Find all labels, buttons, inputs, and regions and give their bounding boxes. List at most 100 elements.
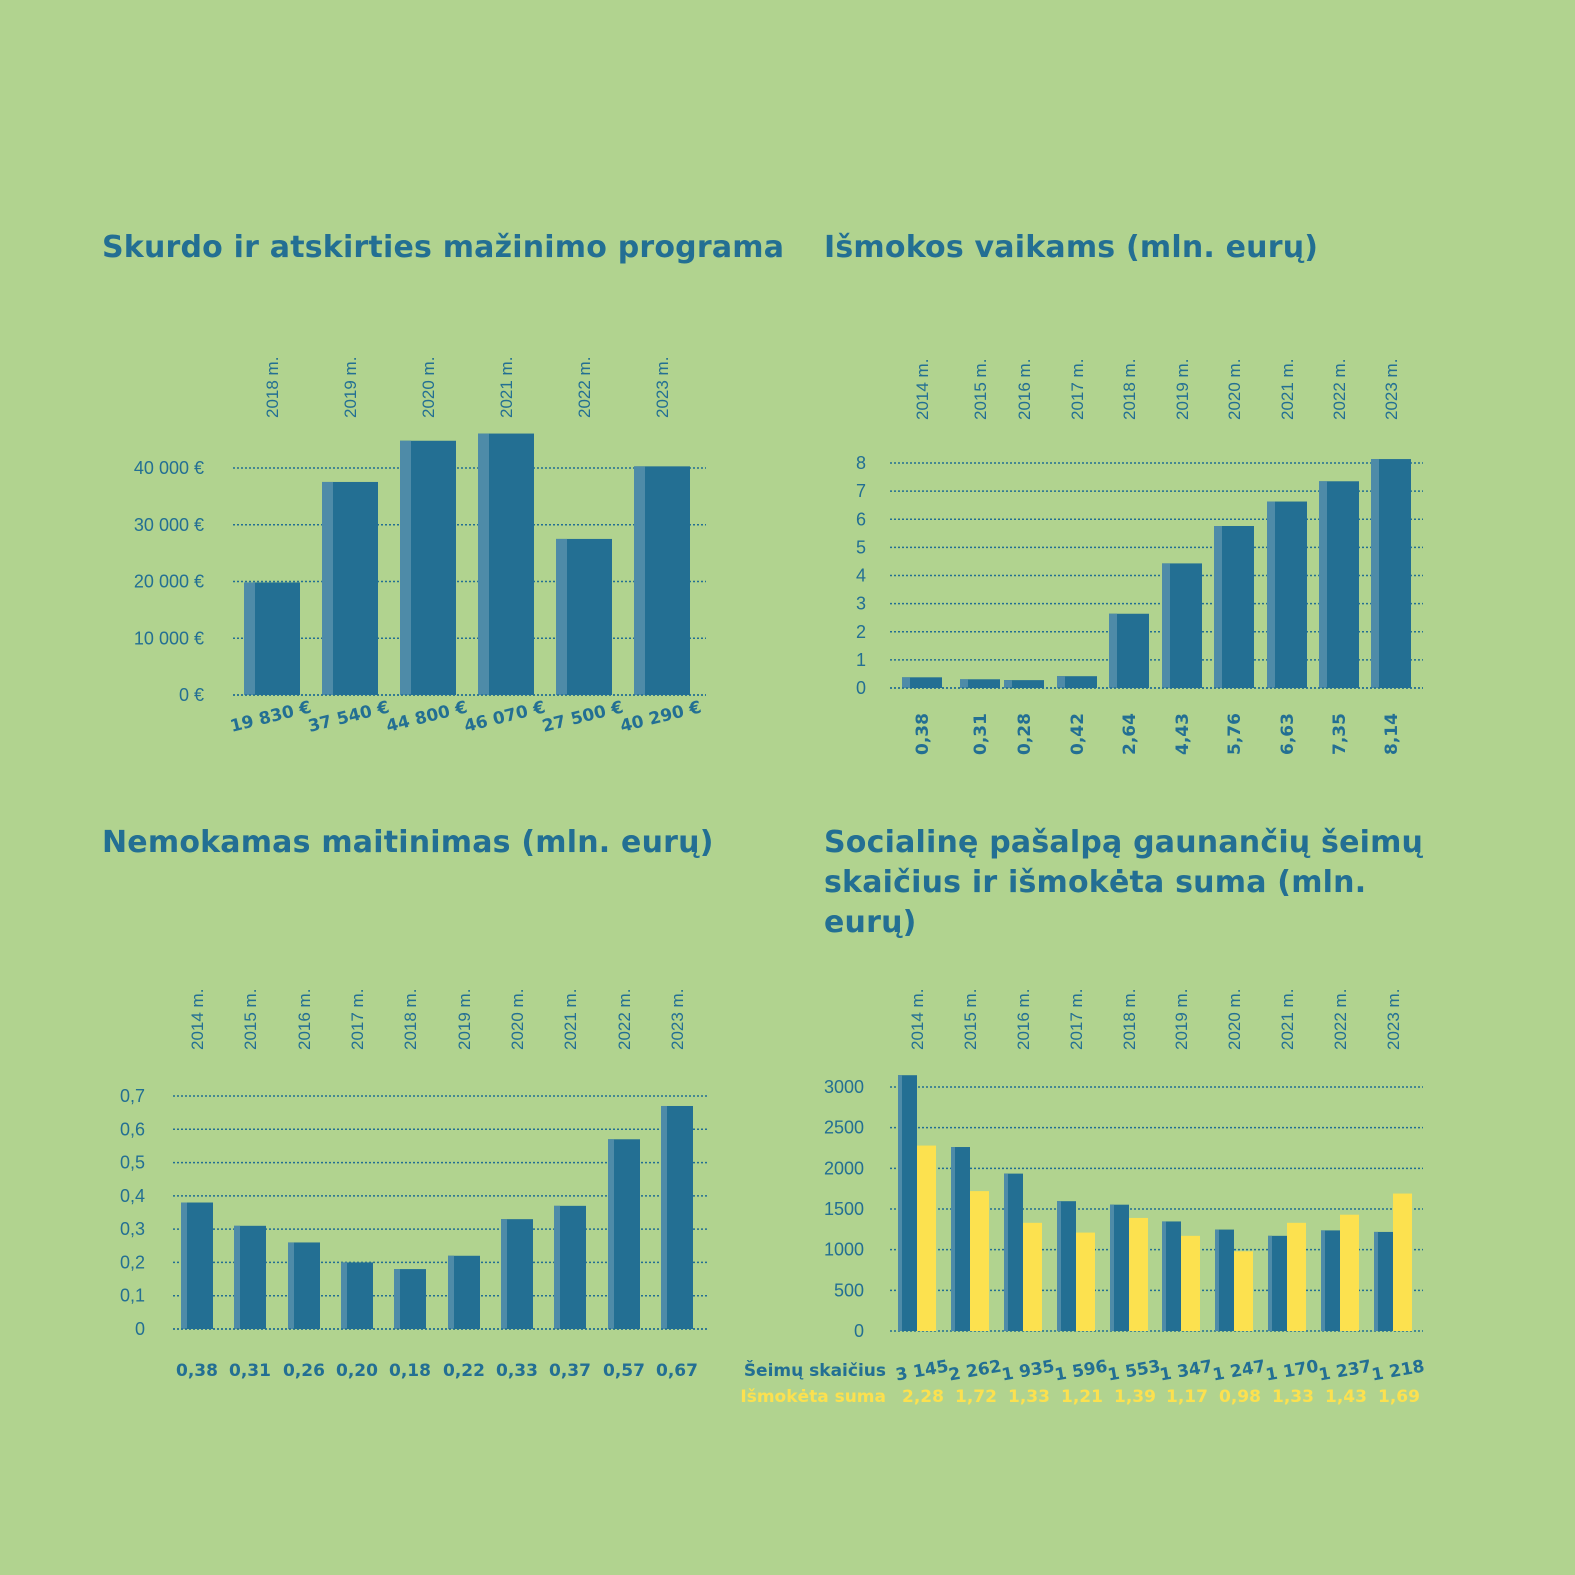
chart-1-ytick-label: 0 € <box>179 685 204 705</box>
chart-3-bar <box>181 1202 213 1329</box>
chart-2-value-label: 6,63 <box>1278 713 1298 755</box>
chart-2-ytick-label: 3 <box>856 594 866 614</box>
chart-4-bar-amount <box>1181 1235 1200 1331</box>
chart-3-ytick-label: 0,3 <box>120 1219 145 1239</box>
chart-4-ytick-label: 3000 <box>824 1077 864 1097</box>
chart-4-families-value: 1 553 <box>1106 1357 1162 1386</box>
chart-2-ytick-label: 1 <box>856 650 866 670</box>
chart-4-year-label: 2023 m. <box>1384 989 1403 1050</box>
chart-4-bar-amount <box>1023 1222 1042 1331</box>
chart-4-ytick-label: 0 <box>854 1321 864 1341</box>
chart-4-bar-amount <box>1340 1214 1359 1331</box>
chart-3-value-label: 0,18 <box>389 1361 431 1381</box>
chart-4-families-value: 1 237 <box>1317 1357 1373 1386</box>
chart-3-year-label: 2023 m. <box>668 989 687 1050</box>
chart-2-value-label: 4,43 <box>1173 713 1193 755</box>
chart-2-bar <box>1267 501 1307 688</box>
chart-4-amount-value: 1,72 <box>955 1387 997 1407</box>
chart-3-ytick-label: 0,4 <box>120 1186 145 1206</box>
chart-2-ytick-label: 7 <box>856 481 866 501</box>
chart-1-bar <box>634 466 690 695</box>
chart-2-year-label: 2023 m. <box>1382 359 1401 420</box>
chart-3-bar <box>234 1225 266 1329</box>
chart-4-families-value: 3 145 <box>894 1357 950 1386</box>
chart-3-year-label: 2018 m. <box>401 989 420 1050</box>
chart-4-ytick-label: 500 <box>834 1280 864 1300</box>
chart-3-year-label: 2022 m. <box>615 989 634 1050</box>
chart-4-amount-value: 1,69 <box>1378 1387 1420 1407</box>
chart-4-amount-value: 0,98 <box>1219 1387 1261 1407</box>
chart-4-bar-families <box>1162 1221 1181 1331</box>
chart-1-bar <box>556 538 612 695</box>
chart-2-bar <box>1214 526 1254 688</box>
chart-3-title: Nemokamas maitinimas (mln. eurų) <box>102 825 714 860</box>
chart-1-ytick-label: 30 000 € <box>134 515 204 535</box>
chart-4-bar-families <box>1215 1229 1234 1331</box>
chart-3-year-label: 2015 m. <box>241 989 260 1050</box>
chart-4-families-value: 2 262 <box>947 1357 1003 1386</box>
chart-4-amount-value: 1,33 <box>1008 1387 1050 1407</box>
chart-1-title: Skurdo ir atskirties mažinimo programa <box>102 230 785 265</box>
chart-1-ytick-label: 10 000 € <box>134 628 204 648</box>
chart-4-year-label: 2020 m. <box>1225 989 1244 1050</box>
chart-3-bar <box>341 1262 373 1329</box>
chart-4-bar-families <box>951 1147 970 1331</box>
chart-2-ytick-label: 8 <box>856 453 866 473</box>
chart-4-ytick-label: 1000 <box>824 1240 864 1260</box>
chart-1-bar <box>478 433 534 695</box>
chart-2-value-label: 2,64 <box>1120 713 1140 755</box>
chart-4-amount-value: 1,17 <box>1166 1387 1208 1407</box>
chart-4-bar-families <box>1004 1173 1023 1331</box>
chart-2-bar <box>960 679 1000 688</box>
chart-3-bar <box>448 1255 480 1329</box>
chart-1-ytick-label: 40 000 € <box>134 458 204 478</box>
chart-4-legend-amount: Išmokėta suma <box>740 1387 886 1407</box>
chart-1-year-label: 2018 m. <box>263 357 282 418</box>
chart-4-bar-amount <box>1393 1193 1412 1331</box>
chart-3-value-label: 0,67 <box>656 1361 698 1381</box>
chart-2-year-label: 2022 m. <box>1330 359 1349 420</box>
chart-4-ytick-label: 1500 <box>824 1199 864 1219</box>
chart-4-title: Socialinę pašalpą gaunančių šeimų skaiči… <box>824 825 1424 940</box>
chart-2-year-label: 2015 m. <box>971 359 990 420</box>
chart-3-year-label: 2020 m. <box>508 989 527 1050</box>
chart-4-families-value: 1 218 <box>1370 1357 1426 1386</box>
chart-2-ytick-label: 2 <box>856 622 866 642</box>
chart-3-ytick-label: 0,5 <box>120 1153 145 1173</box>
chart-3-value-label: 0,37 <box>549 1361 591 1381</box>
chart-2-bar <box>1371 459 1411 688</box>
chart-3-bar <box>661 1105 693 1329</box>
chart-2-bar <box>1057 676 1097 688</box>
chart-4-families-value: 1 170 <box>1264 1357 1320 1386</box>
chart-2-title: Išmokos vaikams (mln. eurų) <box>824 230 1319 265</box>
chart-4-year-label: 2018 m. <box>1120 989 1139 1050</box>
chart-4-families-value: 1 596 <box>1053 1357 1109 1386</box>
chart-2-ytick-label: 4 <box>856 566 866 586</box>
chart-3-bar <box>394 1269 426 1329</box>
chart-3-ytick-label: 0,6 <box>120 1119 145 1139</box>
chart-3-year-label: 2019 m. <box>455 989 474 1050</box>
chart-2-bar <box>1162 563 1202 688</box>
chart-2-year-label: 2020 m. <box>1225 359 1244 420</box>
chart-1-year-label: 2021 m. <box>497 357 516 418</box>
chart-2-ytick-label: 0 <box>856 678 866 698</box>
chart-4-ytick-label: 2000 <box>824 1158 864 1178</box>
chart-2-year-label: 2021 m. <box>1278 359 1297 420</box>
chart-3-value-label: 0,33 <box>496 1361 538 1381</box>
chart-1-value-label: 27 500 € <box>540 697 625 736</box>
chart-3-ytick-label: 0,1 <box>120 1286 145 1306</box>
chart-3-value-label: 0,57 <box>603 1361 645 1381</box>
chart-4-amount-value: 1,33 <box>1272 1387 1314 1407</box>
chart-2-value-label: 0,28 <box>1015 713 1035 755</box>
chart-4-bar-families <box>1374 1231 1393 1331</box>
chart-2-year-label: 2018 m. <box>1120 359 1139 420</box>
chart-1-value-label: 19 830 € <box>228 697 313 736</box>
chart-4-bar-families <box>898 1075 917 1331</box>
chart-4-year-label: 2021 m. <box>1278 989 1297 1050</box>
chart-4-families-value: 1 247 <box>1211 1357 1267 1386</box>
chart-4-bar-families <box>1057 1201 1076 1331</box>
chart-1-year-label: 2019 m. <box>341 357 360 418</box>
chart-4-bar-amount <box>970 1191 989 1331</box>
chart-4-year-label: 2016 m. <box>1014 989 1033 1050</box>
chart-4-year-label: 2015 m. <box>961 989 980 1050</box>
